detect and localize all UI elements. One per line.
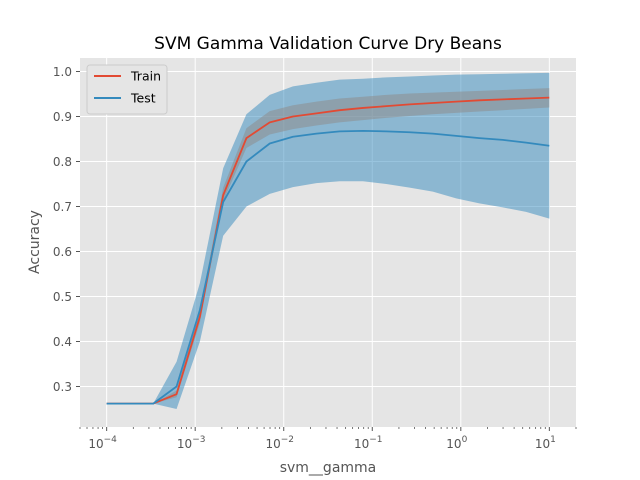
x-tick-label: 10−3 xyxy=(177,435,206,451)
band-test xyxy=(106,72,550,409)
x-axis-ticks: 10−4 10−3 10−2 10−1 100 101 xyxy=(79,427,577,451)
y-tick-label: 0.9 xyxy=(53,110,72,124)
x-tick-label: 10−2 xyxy=(265,435,294,451)
y-axis-ticks: 0.3 0.4 0.5 0.6 0.7 0.8 0.9 1.0 xyxy=(53,65,80,394)
legend-box xyxy=(86,64,168,115)
line-test xyxy=(106,129,550,405)
legend-label-train: Train xyxy=(130,69,161,84)
x-axis-label: svm__gamma xyxy=(280,460,377,476)
y-tick-label: 0.3 xyxy=(53,380,72,394)
confidence-bands xyxy=(106,72,550,409)
legend: Train Test xyxy=(86,64,168,115)
y-tick-label: 0.5 xyxy=(53,290,72,304)
legend-label-test: Test xyxy=(130,91,156,106)
chart-title: SVM Gamma Validation Curve Dry Beans xyxy=(154,34,502,54)
x-tick-label: 10−1 xyxy=(354,435,383,451)
y-tick-label: 0.4 xyxy=(53,335,72,349)
y-axis-label: Accuracy xyxy=(27,210,43,274)
y-tick-label: 0.7 xyxy=(53,200,72,214)
series-lines xyxy=(106,96,550,405)
x-tick-label: 101 xyxy=(535,435,556,451)
line-train xyxy=(106,96,550,405)
y-tick-label: 0.6 xyxy=(53,245,72,259)
y-tick-label: 0.8 xyxy=(53,155,72,169)
x-tick-label: 100 xyxy=(446,435,467,451)
x-tick-label: 10−4 xyxy=(88,435,117,451)
y-tick-label: 1.0 xyxy=(53,65,72,79)
